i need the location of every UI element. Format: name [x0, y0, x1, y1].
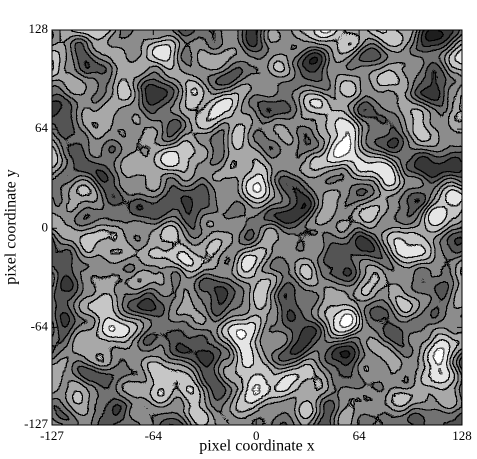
x-tick-label: -64: [145, 428, 163, 443]
x-tick-label: 128: [452, 428, 472, 443]
x-axis-label: pixel coordinate x: [199, 438, 315, 455]
y-tick-label: 64: [35, 120, 49, 135]
x-tick-label: 0: [253, 428, 260, 443]
x-tick-label: -127: [40, 428, 64, 443]
y-tick-label: -127: [24, 416, 48, 431]
y-tick-label: 128: [29, 21, 49, 36]
y-tick-label: 0: [42, 219, 49, 234]
y-tick-label: -64: [31, 318, 49, 333]
plot-frame: [51, 29, 463, 426]
y-axis-label: pixel coordinate y: [3, 169, 20, 285]
x-tick-label: 64: [353, 428, 367, 443]
contour-field: [52, 30, 462, 425]
